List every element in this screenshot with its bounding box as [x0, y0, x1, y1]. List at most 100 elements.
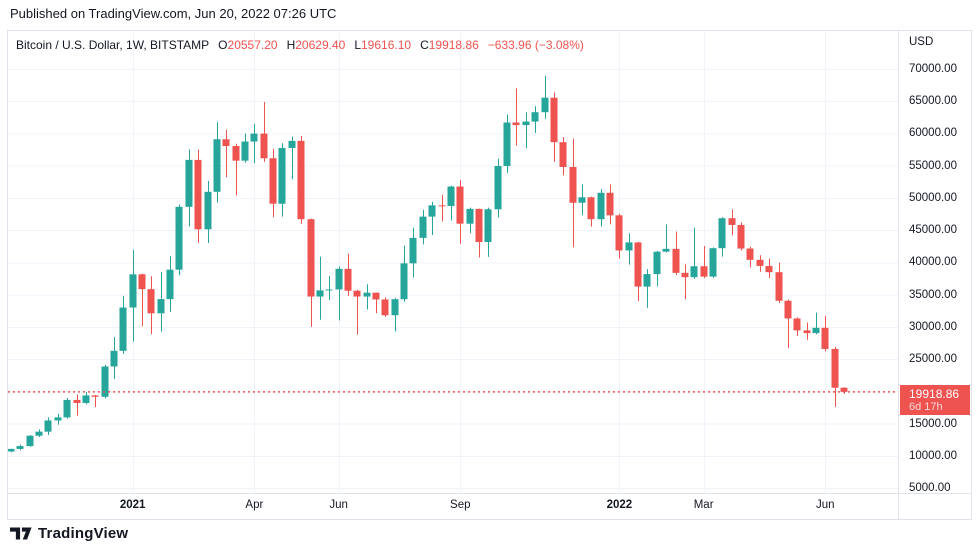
candle[interactable] — [681, 272, 689, 278]
candle[interactable] — [147, 289, 155, 314]
candle[interactable] — [119, 307, 127, 351]
candle[interactable] — [82, 395, 90, 403]
symbol-title[interactable]: Bitcoin / U.S. Dollar, 1W, BITSTAMP — [16, 38, 210, 52]
candle[interactable] — [615, 215, 623, 251]
candle[interactable] — [475, 208, 483, 243]
candlestick-chart[interactable] — [8, 31, 971, 519]
time-axis-label[interactable]: 2022 — [606, 499, 633, 511]
candle[interactable] — [494, 166, 502, 210]
candle[interactable] — [821, 327, 829, 349]
candle[interactable] — [709, 248, 717, 277]
candle[interactable] — [512, 122, 520, 126]
candle[interactable] — [559, 142, 567, 167]
candle[interactable] — [746, 248, 754, 260]
candle[interactable] — [428, 205, 436, 217]
candle[interactable] — [803, 330, 811, 334]
candle[interactable] — [765, 265, 773, 273]
candle[interactable] — [316, 290, 324, 297]
candle[interactable] — [129, 274, 137, 308]
candle[interactable] — [578, 197, 586, 203]
candle[interactable] — [690, 266, 698, 278]
candle[interactable] — [531, 112, 539, 122]
candle[interactable] — [643, 274, 651, 287]
price-axis-label[interactable]: 50000.00 — [909, 191, 957, 204]
price-axis-label[interactable]: 40000.00 — [909, 256, 957, 269]
candle[interactable] — [447, 186, 455, 206]
candle[interactable] — [26, 435, 34, 447]
candle[interactable] — [175, 206, 183, 270]
candle[interactable] — [35, 431, 43, 436]
candle[interactable] — [335, 268, 343, 290]
candle[interactable] — [63, 399, 71, 418]
candle[interactable] — [204, 191, 212, 230]
candle[interactable] — [185, 159, 193, 207]
candle[interactable] — [16, 446, 24, 449]
candle[interactable] — [587, 197, 595, 220]
candle[interactable] — [756, 259, 764, 266]
candle[interactable] — [793, 318, 801, 331]
candle[interactable] — [222, 139, 230, 147]
candle[interactable] — [438, 205, 446, 207]
candle[interactable] — [91, 395, 99, 397]
candle[interactable] — [391, 299, 399, 316]
candle[interactable] — [241, 141, 249, 161]
candle[interactable] — [157, 299, 165, 314]
price-axis-label[interactable]: 10000.00 — [909, 449, 957, 462]
time-axis-label[interactable]: Jun — [329, 499, 348, 511]
candle[interactable] — [381, 299, 389, 316]
candle[interactable] — [456, 186, 464, 224]
time-axis-label[interactable]: Mar — [693, 499, 714, 511]
candle[interactable] — [700, 266, 708, 277]
candle[interactable] — [278, 147, 286, 204]
candle[interactable] — [625, 242, 633, 251]
candle[interactable] — [166, 269, 174, 300]
candle[interactable] — [110, 350, 118, 367]
price-axis-label[interactable]: 35000.00 — [909, 288, 957, 301]
price-axis-label[interactable]: 45000.00 — [909, 224, 957, 237]
candle[interactable] — [8, 448, 15, 452]
candle[interactable] — [840, 387, 848, 392]
candle[interactable] — [569, 166, 577, 203]
price-axis-label[interactable]: 15000.00 — [909, 417, 957, 430]
price-axis-label[interactable]: 55000.00 — [909, 159, 957, 172]
candle[interactable] — [325, 289, 333, 291]
price-axis-label[interactable]: 60000.00 — [909, 127, 957, 140]
candle[interactable] — [409, 237, 417, 264]
price-axis-label[interactable]: 25000.00 — [909, 353, 957, 366]
candle[interactable] — [213, 139, 221, 192]
candle[interactable] — [363, 292, 371, 297]
candle[interactable] — [653, 251, 661, 275]
candle[interactable] — [550, 97, 558, 143]
candle[interactable] — [812, 327, 820, 334]
price-axis-label[interactable]: 70000.00 — [909, 63, 957, 75]
candle[interactable] — [597, 192, 605, 220]
candle[interactable] — [466, 208, 474, 224]
candle[interactable] — [269, 158, 277, 204]
candle[interactable] — [737, 224, 745, 249]
candle[interactable] — [73, 399, 81, 403]
candle[interactable] — [775, 272, 783, 301]
candle[interactable] — [400, 263, 408, 300]
candle[interactable] — [250, 133, 258, 142]
candle[interactable] — [138, 274, 146, 290]
candle[interactable] — [288, 140, 296, 148]
price-axis-label[interactable]: 5000.00 — [909, 482, 951, 494]
candle[interactable] — [44, 420, 52, 432]
candle[interactable] — [54, 417, 62, 421]
candle[interactable] — [194, 159, 202, 230]
candle[interactable] — [353, 290, 361, 297]
time-axis-label[interactable]: Sep — [450, 499, 471, 511]
candle[interactable] — [541, 97, 549, 113]
candle[interactable] — [718, 218, 726, 249]
candle[interactable] — [297, 140, 305, 220]
candle[interactable] — [606, 192, 614, 216]
candle[interactable] — [634, 242, 642, 287]
time-axis-label[interactable]: Apr — [245, 499, 264, 511]
candle[interactable] — [372, 292, 380, 300]
candle[interactable] — [307, 219, 315, 297]
price-axis-label[interactable]: 65000.00 — [909, 95, 957, 108]
candle[interactable] — [728, 218, 736, 225]
price-axis-label[interactable]: 30000.00 — [909, 320, 957, 333]
time-axis-label[interactable]: 2021 — [119, 499, 146, 511]
candle[interactable] — [484, 209, 492, 243]
